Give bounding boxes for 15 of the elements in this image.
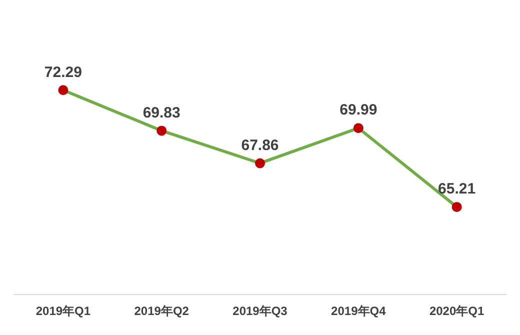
x-tick-label: 2019年Q3 bbox=[232, 304, 288, 318]
x-tick-label: 2019年Q1 bbox=[36, 304, 91, 318]
data-label: 67.86 bbox=[241, 136, 279, 154]
point bbox=[353, 123, 364, 134]
point bbox=[255, 158, 265, 168]
point bbox=[58, 85, 68, 96]
data-label: 65.21 bbox=[438, 180, 476, 198]
x-tick-label: 2020年Q1 bbox=[429, 304, 484, 318]
x-tick-label: 2019年Q2 bbox=[134, 304, 190, 318]
point bbox=[156, 126, 167, 136]
data-label: 69.99 bbox=[340, 102, 378, 119]
point bbox=[452, 202, 462, 212]
data-label: 69.83 bbox=[142, 104, 180, 122]
x-tick-label: 2019年Q4 bbox=[331, 304, 386, 318]
data-label: 72.29 bbox=[44, 64, 82, 81]
